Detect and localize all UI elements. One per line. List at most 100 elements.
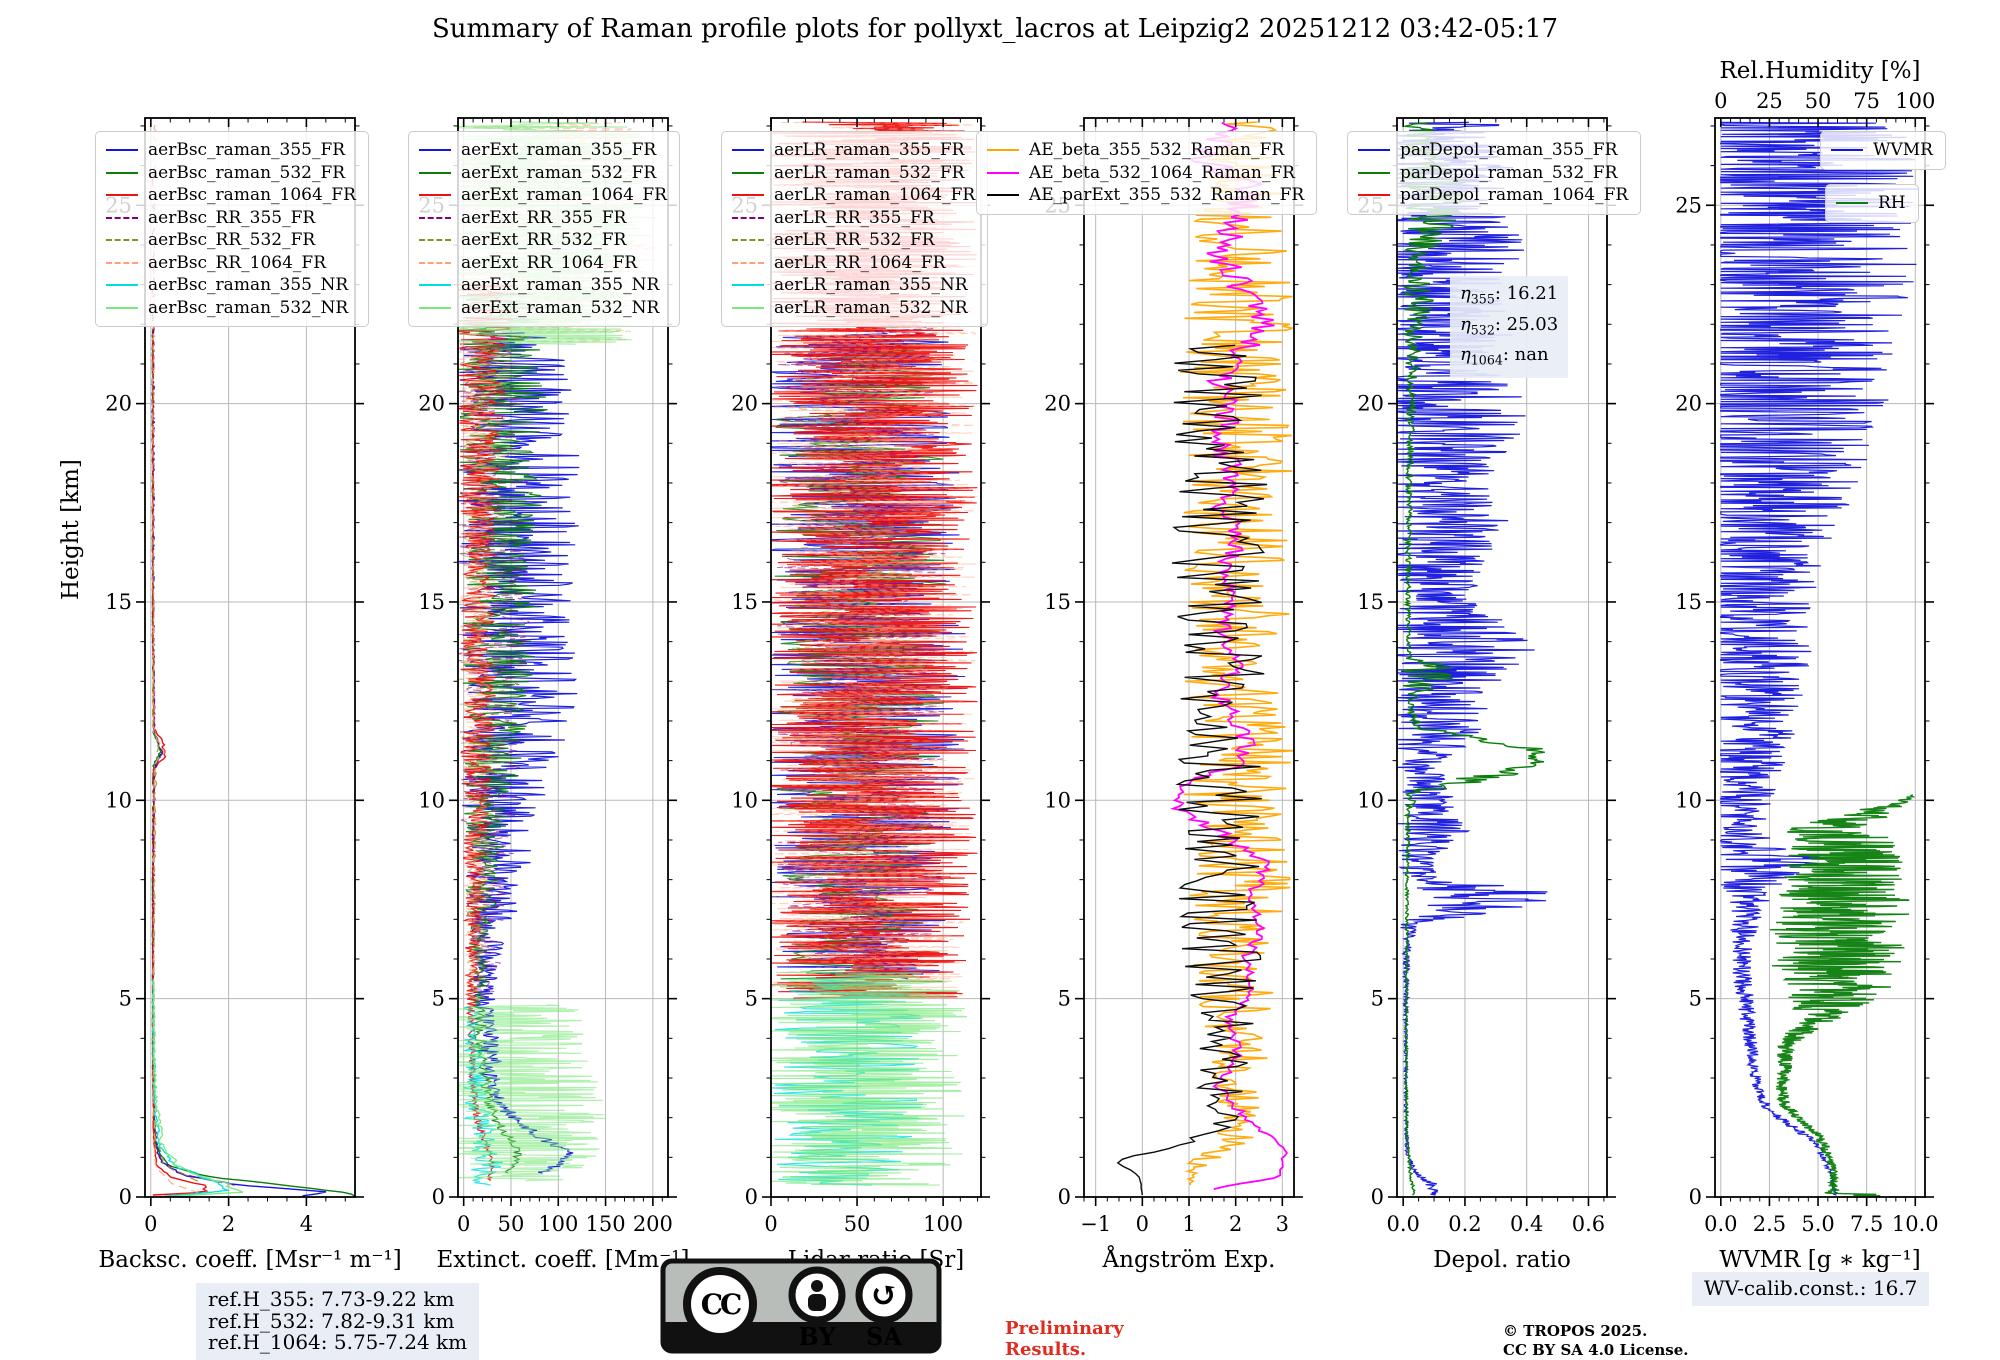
series-RH [1769,794,1916,1197]
legend-line-sample [1358,194,1390,197]
legend-label: aerBsc_RR_1064_FR [148,252,327,273]
x-tick-label: 0 [144,1212,157,1236]
top-tick-label: 75 [1853,89,1880,113]
y-tick-label: 15 [1675,590,1702,614]
legend-item: aerBsc_raman_355_FR [106,139,356,162]
y-tick-label: 5 [1371,987,1384,1011]
y-tick-label: 25 [1675,193,1702,217]
legend-item: aerBsc_RR_1064_FR [106,252,356,275]
legend-item: aerExt_RR_355_FR [419,207,667,230]
legend-panel-5: parDepol_raman_355_FR parDepol_raman_532_… [1347,131,1642,215]
series-aerExt_RR_1064_FR [457,347,518,1000]
legend-label: RH [1878,193,1906,213]
copyright-line1: © TROPOS 2025. [1503,1322,1648,1340]
x-tick-label: 0.2 [1448,1212,1481,1236]
y-tick-label: 0 [432,1185,445,1209]
legend-line-sample [732,261,764,264]
legend-line-sample [419,149,451,152]
legend-item: aerLR_raman_532_NR [732,297,975,320]
cc-icon [683,1267,757,1341]
legend-label: aerExt_RR_532_FR [461,230,627,250]
person-body [808,1294,826,1311]
cc-by-sa-badge: CC ↺ BY SA [660,1258,942,1354]
legend-line-sample [1358,149,1390,152]
legend-line-sample [732,216,764,219]
legend-label: aerLR_raman_355_FR [774,140,965,160]
legend-label: aerLR_RR_355_FR [774,207,935,228]
x-tick-label: 150 [586,1212,626,1236]
x-tick-label: 2 [222,1212,235,1236]
legend-label: aerLR_RR_532_FR [774,230,935,250]
legend-label: aerBsc_RR_532_FR [148,230,316,250]
legend-label: aerBsc_raman_355_NR [148,275,349,295]
legend-item: AE_beta_355_532_Raman_FR [987,139,1304,162]
legend-label: parDepol_raman_532_FR [1400,162,1618,183]
y-tick-label: 0 [119,1185,132,1209]
legend-item: parDepol_raman_1064_FR [1358,184,1628,207]
x-tick-label: 2.5 [1753,1212,1786,1236]
legend-item: aerBsc_RR_532_FR [106,229,356,252]
legend-item: aerLR_RR_1064_FR [732,252,975,275]
legend-line-sample [419,306,451,309]
sa-text: SA [866,1322,902,1351]
y-tick-label: 5 [1689,987,1702,1011]
legend-item: aerLR_RR_355_FR [732,207,975,230]
ref-h-532: ref.H_532: 7.82-9.31 km [208,1308,455,1333]
y-tick-label: 0 [1689,1185,1702,1209]
legend-line-sample [106,284,138,287]
x-tick-label: 0.6 [1572,1212,1605,1236]
sa-arrow-icon [855,1266,913,1324]
ref-h-1064: ref.H_1064: 5.75-7.24 km [208,1330,468,1354]
x-tick-label: 0.0 [1704,1212,1737,1236]
cc-text: CC [701,1288,741,1321]
legend-line-sample [987,171,1019,174]
legend-label: aerExt_raman_532_NR [461,297,660,318]
y-tick-label: 5 [1058,987,1071,1011]
legend-item: aerLR_RR_532_FR [732,229,975,252]
legend-item: aerBsc_raman_532_NR [106,297,356,320]
x-tick-label: 50 [498,1212,525,1236]
legend-item: aerExt_raman_355_NR [419,274,667,297]
series-aerBsc_RR_532_FR [151,328,199,1182]
x-tick-label: 7.5 [1850,1212,1883,1236]
legend-item: aerExt_RR_532_FR [419,229,667,252]
sa-arrow-glyph: ↺ [870,1275,899,1315]
by-text: BY [799,1322,837,1351]
top-tick-label: 50 [1805,89,1832,113]
legend-line-sample [1836,202,1868,205]
eta-355: η355: 16.21 [1460,283,1559,307]
reference-height-box: ref.H_355: 7.73-9.22 km ref.H_532: 7.82-… [196,1283,480,1360]
legend-line-sample [419,171,451,174]
legend-panel-2: aerExt_raman_355_FR aerExt_raman_532_FR ae… [408,131,680,327]
legend-panel-4: AE_beta_355_532_Raman_FR AE_beta_532_1064… [976,131,1318,215]
legend-rh: RH [1825,184,1919,223]
legend-line-sample [106,306,138,309]
y-tick-label: 15 [731,590,758,614]
y-tick-label: 20 [1675,392,1702,416]
series-aerLR_raman_532_NR [770,970,968,1186]
x-tick-label: 10.0 [1892,1212,1939,1236]
y-tick-label: 15 [105,590,132,614]
legend-panel-3: aerLR_raman_355_FR aerLR_raman_532_FR aerL… [721,131,989,327]
eta-1064: η1064: nan [1460,344,1549,368]
x-axis-label: Extinct. coeff. [Mm⁻¹] [436,1247,689,1273]
legend-line-sample [987,149,1019,152]
figure-title: Summary of Raman profile plots for polly… [431,14,1559,44]
person-head [811,1280,823,1292]
legend-line-sample [419,194,451,197]
legend-label: aerBsc_raman_532_FR [148,162,346,183]
legend-line-sample [732,149,764,152]
legend-item: parDepol_raman_532_FR [1358,162,1628,185]
x-axis-label: Depol. ratio [1433,1247,1571,1273]
legend-item: aerExt_raman_532_NR [419,297,667,320]
ref-h-355: ref.H_355: 7.73-9.22 km [208,1287,455,1311]
y-tick-label: 5 [432,987,445,1011]
y-tick-label: 0 [745,1185,758,1209]
legend-label: aerLR_RR_1064_FR [774,252,946,273]
preliminary-results-note: Preliminary Results. [1005,1318,1124,1360]
preliminary-line2: Results. [1005,1339,1087,1360]
y-tick-label: 10 [731,788,758,812]
y-tick-label: 5 [119,987,132,1011]
preliminary-line1: Preliminary [1005,1318,1124,1339]
